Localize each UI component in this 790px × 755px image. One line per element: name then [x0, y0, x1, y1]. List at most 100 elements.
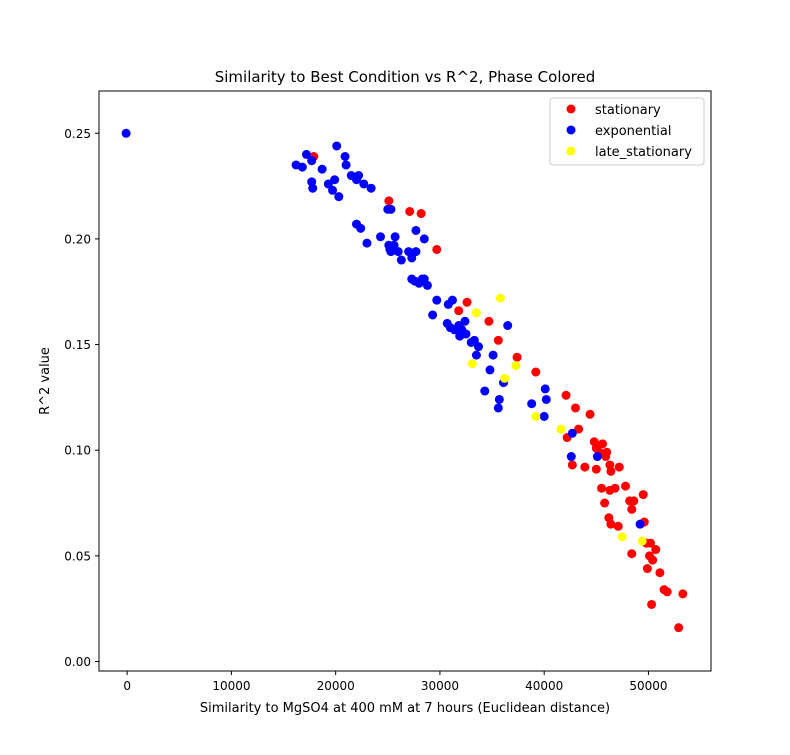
- data-point-stationary: [638, 490, 648, 500]
- data-point-exponential: [393, 247, 403, 257]
- data-point-stationary: [606, 466, 616, 476]
- data-point-stationary: [651, 545, 661, 555]
- data-point-stationary: [585, 409, 595, 419]
- data-point-exponential: [301, 149, 311, 159]
- data-point-exponential: [494, 394, 504, 404]
- plot-area-frame: [98, 90, 712, 672]
- x-tick-label: 30000: [421, 679, 459, 693]
- data-point-exponential: [376, 232, 385, 242]
- data-point-exponential: [341, 160, 351, 170]
- data-point-stationary: [678, 589, 688, 599]
- data-point-exponential: [461, 329, 471, 339]
- legend-box: [549, 97, 705, 166]
- data-point-stationary: [462, 297, 472, 307]
- data-point-exponential: [411, 225, 421, 235]
- y-tick-label: 0.00: [64, 655, 91, 669]
- data-point-stationary: [601, 452, 611, 462]
- data-point-stationary: [493, 335, 503, 345]
- data-point-stationary: [614, 462, 624, 472]
- data-point-stationary: [627, 549, 637, 559]
- data-point-exponential: [407, 253, 417, 263]
- chart-title: Similarity to Best Condition vs R^2, Pha…: [215, 68, 596, 86]
- data-point-stationary: [484, 316, 494, 326]
- data-point-stationary: [416, 209, 426, 219]
- data-point-stationary: [561, 390, 571, 400]
- data-point-exponential: [356, 223, 366, 233]
- series-exponential: [121, 128, 645, 529]
- data-point-exponential: [503, 321, 513, 331]
- y-tick-label: 0.20: [64, 232, 91, 246]
- data-point-stationary: [384, 196, 394, 206]
- data-point-stationary: [432, 244, 442, 254]
- data-point-exponential: [471, 350, 481, 360]
- x-axis-title: Similarity to MgSO4 at 400 mM at 7 hours…: [200, 701, 610, 716]
- y-tick-label: 0.15: [64, 338, 91, 352]
- y-tick-label: 0.05: [64, 549, 91, 563]
- data-point-exponential: [480, 386, 490, 396]
- data-point-exponential: [334, 192, 344, 202]
- series-stationary: [309, 152, 688, 633]
- data-point-exponential: [488, 350, 498, 360]
- data-point-exponential: [411, 247, 421, 257]
- legend-marker-stationary: [566, 104, 576, 114]
- data-point-stationary: [621, 481, 631, 491]
- data-point-stationary: [600, 498, 610, 508]
- data-point-stationary: [580, 462, 590, 472]
- data-point-stationary: [627, 504, 637, 514]
- data-point-exponential: [386, 204, 396, 214]
- data-point-exponential: [527, 399, 537, 409]
- data-point-exponential: [635, 519, 645, 529]
- data-point-stationary: [648, 555, 658, 565]
- data-point-stationary: [454, 306, 464, 316]
- data-point-exponential: [428, 310, 438, 320]
- data-point-exponential: [308, 183, 318, 193]
- data-point-late-stationary: [531, 411, 541, 421]
- data-point-exponential: [362, 238, 372, 248]
- legend-label-stationary: stationary: [595, 103, 661, 118]
- data-point-exponential: [474, 342, 483, 352]
- legend-label-exponential: exponential: [595, 124, 671, 139]
- data-point-exponential: [396, 255, 406, 265]
- data-point-exponential: [332, 141, 342, 151]
- data-point-late-stationary: [556, 424, 566, 434]
- data-point-stationary: [567, 460, 577, 470]
- data-point-exponential: [447, 295, 457, 305]
- data-point-exponential: [485, 365, 495, 375]
- data-point-stationary: [597, 483, 607, 493]
- data-point-stationary: [531, 367, 541, 377]
- data-point-stationary: [647, 599, 657, 609]
- x-axis: 0 10000 20000 30000 40000 50000: [123, 671, 668, 693]
- y-axis-title: R^2 value: [38, 347, 53, 415]
- data-point-stationary: [613, 521, 623, 531]
- legend-marker-exponential: [566, 125, 576, 135]
- x-tick-label: 50000: [629, 679, 667, 693]
- data-point-exponential: [419, 234, 429, 244]
- data-point-exponential: [432, 295, 442, 305]
- data-point-exponential: [317, 164, 327, 174]
- data-point-stationary: [629, 496, 639, 506]
- legend-marker-late-stationary: [566, 146, 576, 156]
- data-point-late-stationary: [617, 532, 627, 542]
- data-point-exponential: [566, 452, 576, 462]
- data-point-exponential: [328, 185, 338, 195]
- data-point-exponential: [493, 403, 503, 413]
- data-point-stationary: [655, 568, 665, 578]
- data-point-late-stationary: [500, 373, 510, 383]
- data-point-late-stationary: [471, 308, 481, 318]
- data-point-exponential: [460, 316, 470, 326]
- data-point-exponential: [121, 128, 131, 138]
- data-point-stationary: [591, 464, 601, 474]
- legend-label-late-stationary: late_stationary: [595, 145, 692, 160]
- x-tick-label: 40000: [525, 679, 563, 693]
- data-point-exponential: [567, 428, 577, 438]
- data-point-exponential: [297, 162, 307, 172]
- data-point-exponential: [541, 394, 551, 404]
- data-point-stationary: [610, 483, 620, 493]
- data-point-late-stationary: [495, 293, 505, 303]
- data-point-stationary: [674, 623, 684, 633]
- data-point-exponential: [390, 232, 400, 242]
- y-axis: 0.00 0.05 0.10 0.15 0.20 0.25: [64, 127, 99, 669]
- data-point-exponential: [592, 452, 602, 462]
- data-point-exponential: [354, 171, 364, 181]
- series-late-stationary: [467, 293, 647, 546]
